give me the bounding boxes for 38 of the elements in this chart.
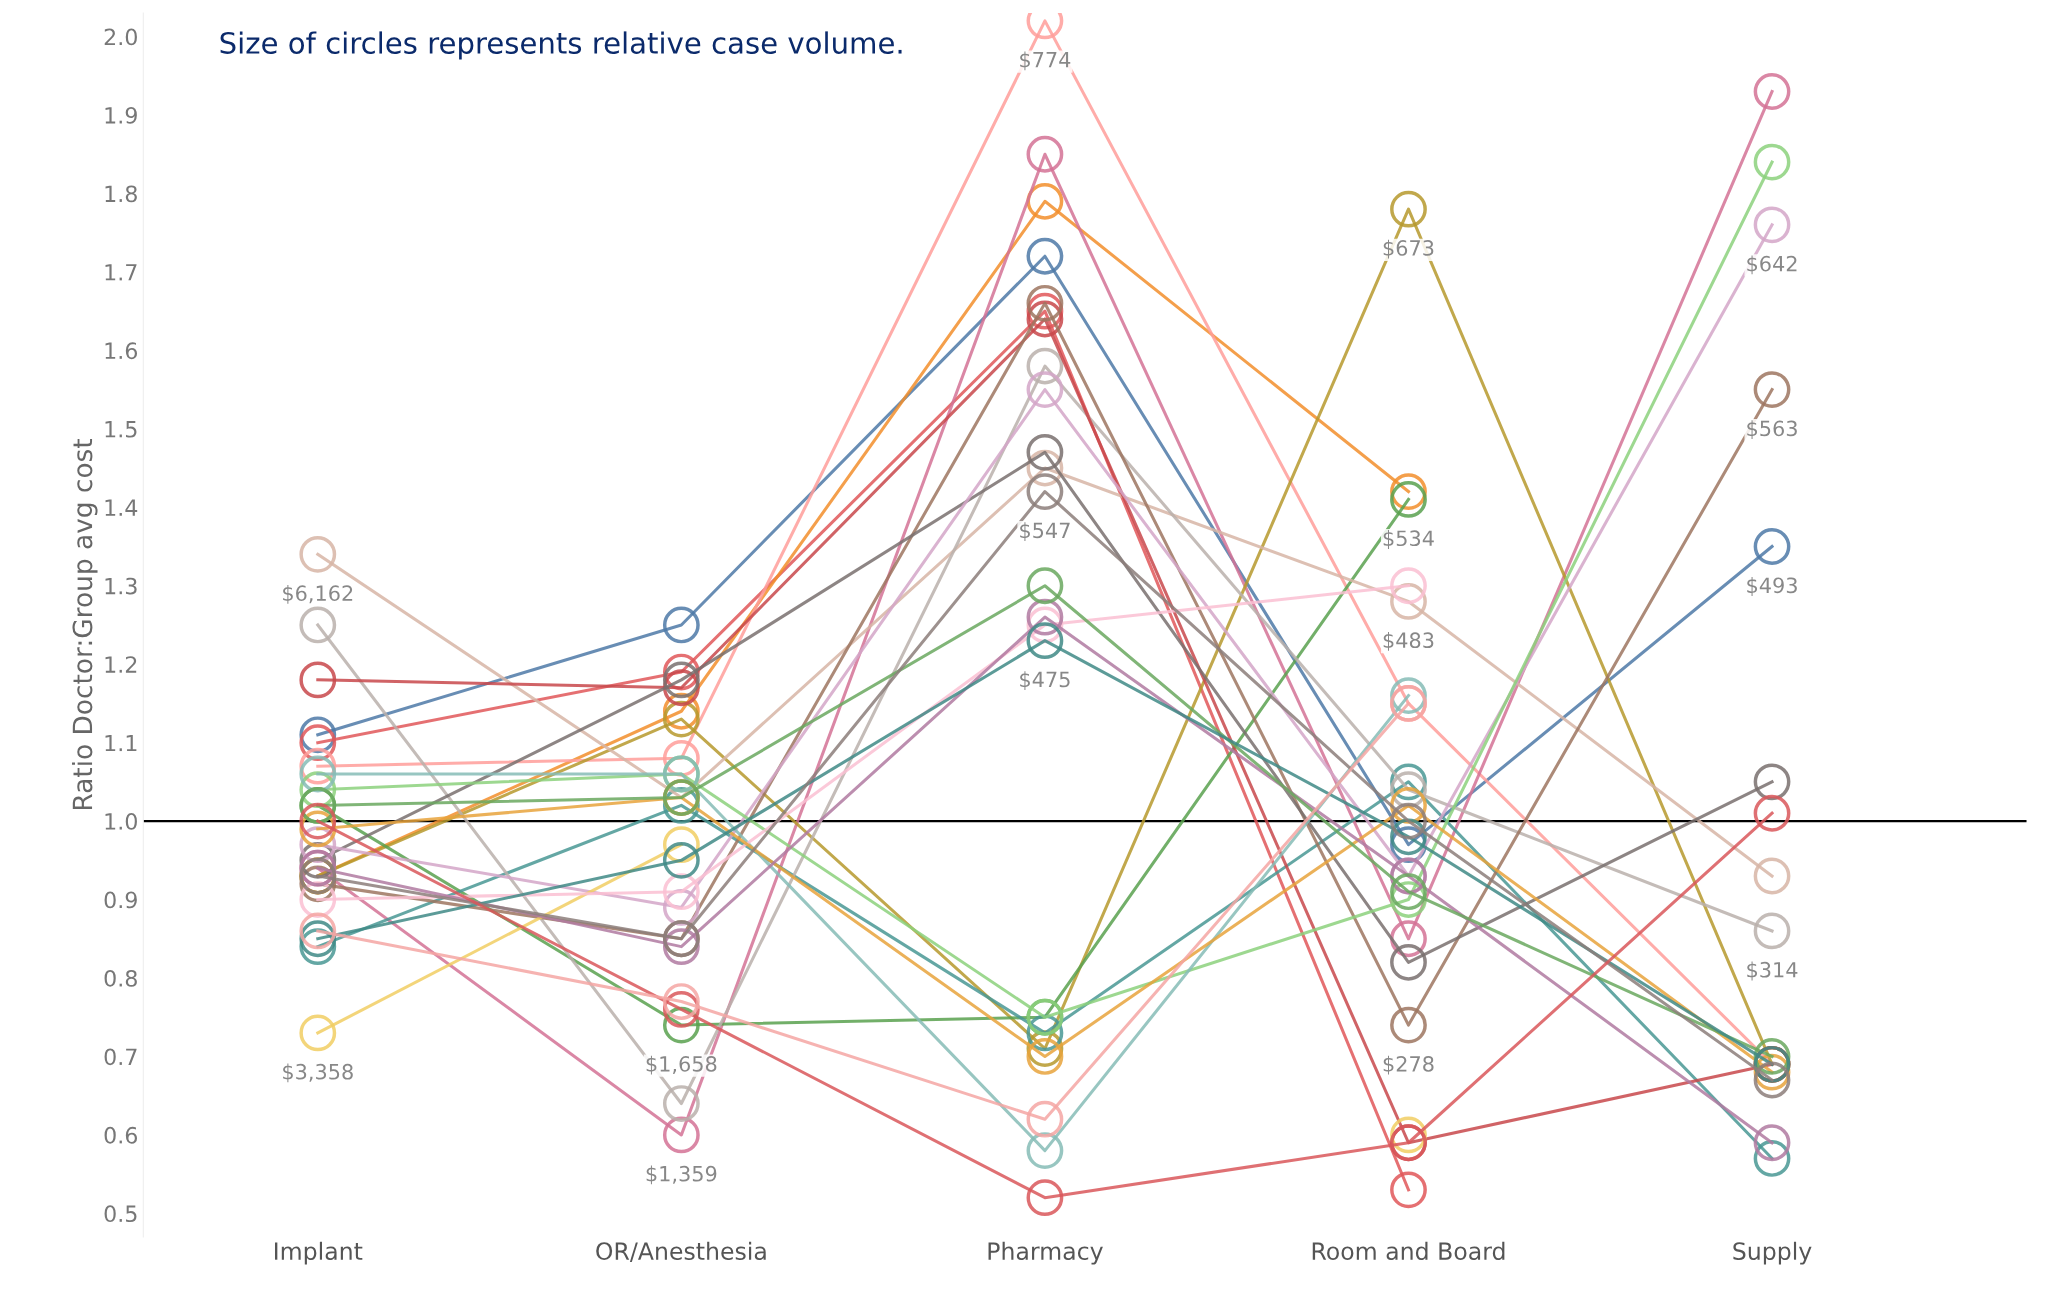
y-tick-label: 0.8	[104, 969, 137, 987]
annotation: $3,358	[283, 1063, 353, 1083]
y-tick-label: 1.9	[105, 106, 137, 124]
y-tick-label: 1.8	[105, 185, 137, 203]
annotation: $547	[1020, 522, 1070, 542]
y-axis-title: Ratio Doctor:Group avg cost	[71, 438, 98, 809]
annotation: $278	[1383, 1055, 1434, 1075]
y-tick-label: 1.7	[105, 264, 137, 281]
y-tick-label: 1.4	[105, 499, 138, 516]
y-tick-label: 1.2	[105, 656, 137, 673]
annotation: $483	[1383, 631, 1434, 651]
y-tick-label: 2.0	[104, 28, 137, 46]
y-tick-label: 0.5	[104, 1205, 137, 1223]
y-tick-label: 0.7	[104, 1048, 137, 1066]
x-tick-label: Room and Board	[1312, 1241, 1505, 1261]
annotation: $563	[1747, 420, 1797, 440]
x-tick-label: Pharmacy	[988, 1241, 1103, 1265]
annotation: $475	[1020, 671, 1070, 691]
x-tick-label: Supply	[1733, 1241, 1812, 1265]
y-tick-label: 1.3	[105, 577, 137, 595]
y-tick-label: 1.0	[105, 813, 137, 830]
annotation: $6,162	[283, 584, 353, 604]
annotation: $493	[1747, 577, 1797, 596]
annotation: $534	[1383, 529, 1434, 549]
x-tick-label: OR/Anesthesia	[596, 1241, 766, 1262]
y-tick-label: 0.6	[104, 1126, 138, 1144]
y-tick-label: 0.9	[104, 891, 137, 909]
annotation: $314	[1747, 961, 1798, 981]
annotation: $1,359	[646, 1165, 717, 1185]
x-tick-label: Implant	[275, 1241, 363, 1265]
annotation: $673	[1383, 239, 1434, 259]
annotation: Size of circles represents relative case volume.	[220, 31, 902, 60]
y-tick-label: 1.1	[105, 734, 137, 752]
annotation: $1,658	[646, 1055, 717, 1075]
annotation: $642	[1747, 255, 1797, 275]
annotation: $774	[1020, 51, 1071, 71]
y-tick-label: 1.6	[105, 342, 138, 360]
y-tick-label: 1.5	[105, 421, 137, 438]
